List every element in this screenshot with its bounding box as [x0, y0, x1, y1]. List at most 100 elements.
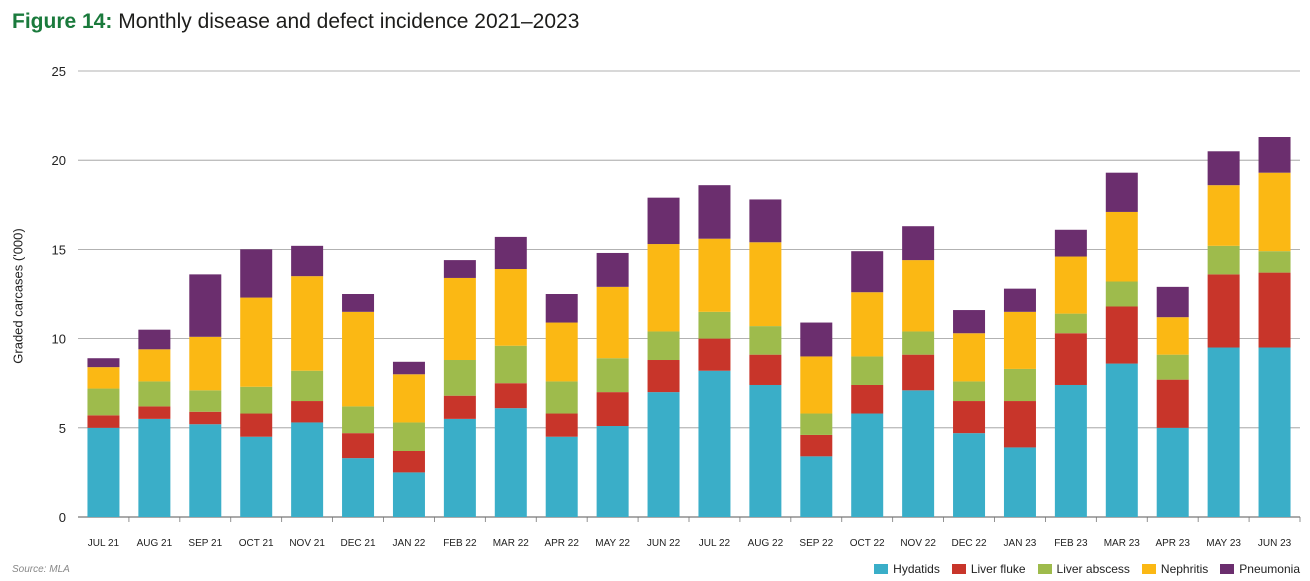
bar-segment-hydatids — [851, 413, 884, 517]
bar-segment-liver-fluke — [392, 450, 425, 473]
bar-segment-nephritis — [698, 238, 731, 312]
x-tick-label: AUG 22 — [748, 538, 784, 549]
bar-segment-hydatids — [953, 433, 986, 517]
legend-swatch — [874, 564, 889, 574]
bar-segment-pneumonia — [443, 260, 476, 278]
bar-segment-pneumonia — [240, 249, 273, 298]
x-tick-label: AUG 21 — [137, 538, 173, 549]
x-tick-label: NOV 22 — [900, 538, 936, 549]
bar-segment-nephritis — [443, 277, 476, 361]
bar-segment-liver-fluke — [291, 401, 324, 423]
bar-segment-pneumonia — [1156, 286, 1189, 318]
bar-segment-liver-abscess — [1156, 354, 1189, 380]
bar-segment-nephritis — [291, 276, 324, 371]
bar-segment-liver-abscess — [545, 381, 578, 414]
bar-segment-nephritis — [800, 356, 833, 414]
bar-segment-nephritis — [189, 336, 222, 391]
legend-swatch — [1037, 564, 1052, 574]
bar-segment-nephritis — [1003, 311, 1036, 369]
bar-segment-liver-abscess — [800, 413, 833, 435]
bar-segment-hydatids — [1258, 347, 1291, 517]
bar-segment-nephritis — [953, 333, 986, 382]
bar-segment-liver-abscess — [240, 386, 273, 414]
bar-segment-nephritis — [87, 367, 120, 389]
bar-segment-nephritis — [342, 311, 375, 407]
x-tick-label: FEB 23 — [1054, 538, 1088, 549]
chart-legend: Hydatids Liver fluke Liver abscess Nephriti… — [874, 562, 1300, 576]
x-tick-label: JUN 22 — [647, 538, 681, 549]
bar-segment-liver-abscess — [1258, 251, 1291, 273]
bar-segment-liver-abscess — [953, 381, 986, 402]
bar-segment-liver-fluke — [851, 384, 884, 414]
y-tick-label: 25 — [52, 64, 66, 79]
bar-segment-liver-abscess — [1105, 281, 1138, 307]
y-tick-label: 15 — [52, 242, 66, 257]
legend-swatch — [1220, 564, 1235, 574]
x-tick-label: DEC 21 — [341, 538, 376, 549]
bar-segment-pneumonia — [1003, 288, 1036, 312]
bar-segment-hydatids — [749, 384, 782, 517]
bar-segment-pneumonia — [800, 322, 833, 357]
x-tick-label: MAY 23 — [1206, 538, 1241, 549]
bar-segment-pneumonia — [596, 252, 629, 287]
bar-segment-nephritis — [851, 292, 884, 357]
bar-segment-pneumonia — [851, 251, 884, 293]
y-tick-label: 0 — [59, 510, 66, 525]
bar-segment-nephritis — [240, 297, 273, 387]
bar-segment-pneumonia — [342, 294, 375, 312]
source-note: Source: MLA — [12, 564, 70, 575]
bar-segment-hydatids — [189, 424, 222, 517]
bar-segment-hydatids — [342, 458, 375, 517]
bar-segment-pneumonia — [902, 226, 935, 261]
bar-segment-liver-abscess — [342, 406, 375, 434]
bar-segment-hydatids — [87, 427, 120, 517]
x-tick-label: JUN 23 — [1258, 538, 1292, 549]
legend-item-pneumonia: Pneumonia — [1220, 562, 1300, 576]
bar-segment-liver-fluke — [240, 413, 273, 437]
bar-segment-nephritis — [138, 349, 171, 382]
bar-segment-liver-fluke — [545, 413, 578, 437]
bar-segment-hydatids — [291, 422, 324, 517]
bar-segment-hydatids — [443, 418, 476, 517]
bar-segment-hydatids — [647, 392, 680, 517]
bar-segment-nephritis — [1258, 172, 1291, 252]
bar-segment-liver-abscess — [1207, 245, 1240, 275]
x-tick-label: JUL 21 — [88, 538, 120, 549]
bar-segment-nephritis — [494, 269, 527, 346]
x-tick-label: DEC 22 — [952, 538, 987, 549]
bar-segment-liver-fluke — [596, 392, 629, 427]
bar-segment-liver-abscess — [494, 345, 527, 384]
bar-segment-liver-fluke — [647, 360, 680, 393]
x-tick-label: JAN 23 — [1004, 538, 1037, 549]
bar-segment-nephritis — [902, 260, 935, 332]
x-tick-label: MAR 23 — [1104, 538, 1141, 549]
bar-segment-liver-abscess — [851, 356, 884, 385]
bar-segment-liver-fluke — [443, 395, 476, 419]
legend-item-hydatids: Hydatids — [874, 562, 940, 576]
bar-segment-liver-fluke — [1207, 274, 1240, 348]
x-tick-label: MAR 22 — [493, 538, 530, 549]
bar-segment-pneumonia — [1207, 151, 1240, 186]
bar-segment-liver-abscess — [596, 358, 629, 393]
bar-segment-hydatids — [1207, 347, 1240, 517]
y-tick-label: 10 — [52, 332, 66, 347]
y-tick-label: 5 — [59, 421, 66, 436]
bar-segment-hydatids — [1156, 427, 1189, 517]
bar-segment-pneumonia — [698, 185, 731, 239]
bar-segment-hydatids — [240, 436, 273, 517]
bar-segment-liver-fluke — [1054, 333, 1087, 385]
bar-segment-pneumonia — [138, 329, 171, 350]
bar-segment-pneumonia — [392, 361, 425, 375]
bar-segment-pneumonia — [545, 294, 578, 323]
bar-segment-pneumonia — [1054, 229, 1087, 257]
bar-segment-hydatids — [1105, 363, 1138, 517]
chart-title: Figure 14: Monthly disease and defect in… — [12, 10, 579, 34]
x-tick-label: APR 22 — [544, 538, 579, 549]
bar-segment-pneumonia — [1258, 137, 1291, 173]
bar-segment-liver-abscess — [189, 390, 222, 412]
bar-segment-hydatids — [392, 472, 425, 517]
bar-segment-hydatids — [902, 390, 935, 517]
x-tick-label: JAN 22 — [393, 538, 426, 549]
legend-label: Liver abscess — [1056, 562, 1130, 576]
